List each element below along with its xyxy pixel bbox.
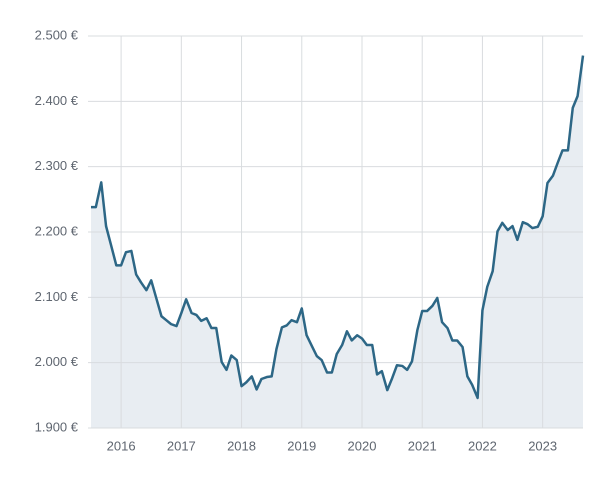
y-tick-label: 2.500 €: [35, 27, 79, 42]
y-tick-label: 2.100 €: [35, 289, 79, 304]
y-tick-label: 2.300 €: [35, 158, 79, 173]
x-tick-label: 2019: [287, 438, 316, 453]
area: [91, 55, 583, 428]
y-tick-label: 1.900 €: [35, 419, 79, 434]
x-tick-label: 2022: [468, 438, 497, 453]
y-tick-label: 2.000 €: [35, 354, 79, 369]
x-tick-label: 2023: [528, 438, 557, 453]
x-tick-label: 2017: [167, 438, 196, 453]
y-tick-label: 2.400 €: [35, 93, 79, 108]
line: [91, 55, 585, 400]
x-tick-label: 2020: [348, 438, 377, 453]
x-tick-label: 2018: [227, 438, 256, 453]
x-tick-label: 2021: [408, 438, 437, 453]
x-tick-label: 2016: [107, 438, 136, 453]
y-tick-label: 2.200 €: [35, 223, 79, 238]
